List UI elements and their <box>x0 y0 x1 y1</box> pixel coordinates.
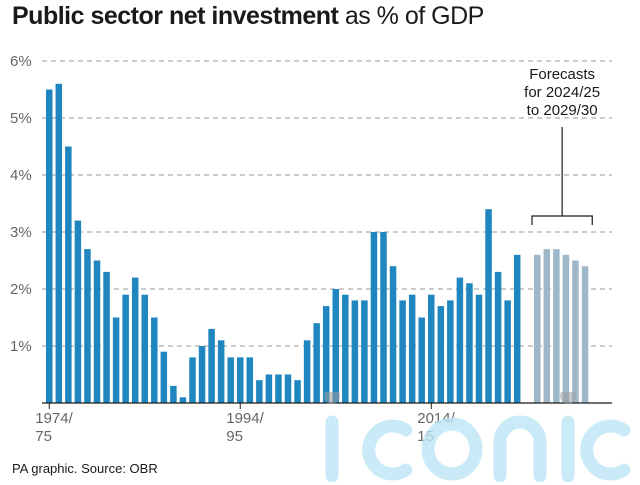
bar-actual <box>447 300 454 403</box>
bar-actual <box>294 380 301 403</box>
bar-actual <box>485 209 492 403</box>
bar-actual <box>179 397 187 403</box>
bar-forecast <box>562 254 570 403</box>
forecast-annotation-line: for 2024/25 <box>524 84 600 101</box>
bar-actual <box>399 300 406 403</box>
bar-actual <box>313 323 320 403</box>
source-note: PA graphic. Source: OBR <box>12 461 158 476</box>
bar-actual <box>437 306 445 403</box>
bar-actual <box>322 306 330 403</box>
bar-actual <box>428 294 435 403</box>
bar-actual <box>227 357 234 403</box>
y-tick-label: 2% <box>10 281 32 298</box>
chart-title-bold: Public sector net investment <box>12 2 339 30</box>
bar-actual <box>466 283 473 403</box>
bar-actual <box>65 146 72 403</box>
bar-actual <box>389 266 397 403</box>
bar-actual <box>103 271 110 403</box>
bar-actual <box>170 385 177 403</box>
bar-actual <box>151 317 158 403</box>
bar-actual <box>351 300 359 403</box>
iconic-watermark-logo <box>324 392 631 482</box>
bar-actual <box>265 374 273 403</box>
bar-actual <box>55 83 63 404</box>
y-tick-label: 3% <box>10 224 32 241</box>
bar-actual <box>303 340 311 403</box>
bar-forecast <box>534 254 541 403</box>
bar-actual <box>74 220 82 403</box>
bar-actual <box>504 300 511 403</box>
x-tick-label: 1994/ <box>226 410 264 427</box>
bar-actual <box>208 328 215 403</box>
bar-actual <box>284 374 292 403</box>
bar-actual <box>513 254 521 403</box>
bar-forecast <box>572 260 579 403</box>
bar-actual <box>332 289 339 403</box>
bar-actual <box>275 374 282 403</box>
bar-actual <box>84 249 91 403</box>
bar-actual <box>475 294 483 403</box>
bar-actual <box>256 380 263 403</box>
forecast-annotation-line: to 2029/30 <box>527 102 598 119</box>
bar-actual <box>380 232 387 403</box>
bar-actual <box>456 277 464 403</box>
bar-actual <box>494 271 502 403</box>
bar-actual <box>122 294 129 403</box>
y-tick-label: 5% <box>10 110 32 127</box>
chart-title-rest: as % of GDP <box>344 2 485 30</box>
forecast-annotation-line: Forecasts <box>529 66 595 83</box>
bar-actual <box>246 357 254 403</box>
bar-actual <box>189 357 196 403</box>
bar-actual <box>112 317 120 403</box>
chart-title: Public sector net investment as % of GDP <box>12 2 484 31</box>
y-tick-label: 6% <box>10 53 32 70</box>
bar-actual <box>370 232 378 403</box>
bar-actual <box>408 294 416 403</box>
bar-actual <box>46 89 53 403</box>
bar-actual <box>217 340 225 403</box>
bar-actual <box>131 277 139 403</box>
bar-actual <box>361 300 368 403</box>
y-tick-label: 4% <box>10 167 32 184</box>
forecast-bracket <box>531 215 593 225</box>
bar-actual <box>342 294 349 403</box>
x-tick-label: 1974/ <box>35 410 73 427</box>
bar-actual <box>141 294 148 403</box>
bar-actual <box>237 357 244 403</box>
x-tick-label: 95 <box>226 428 243 445</box>
y-tick-label: 1% <box>10 338 32 355</box>
bar-forecast <box>553 249 560 403</box>
bar-actual <box>93 260 101 403</box>
bar-actual <box>418 317 425 403</box>
bar-forecast <box>543 249 551 403</box>
bar-forecast <box>581 266 589 403</box>
bar-actual <box>160 351 168 403</box>
x-tick-label: 75 <box>35 428 52 445</box>
bar-actual <box>198 346 206 403</box>
